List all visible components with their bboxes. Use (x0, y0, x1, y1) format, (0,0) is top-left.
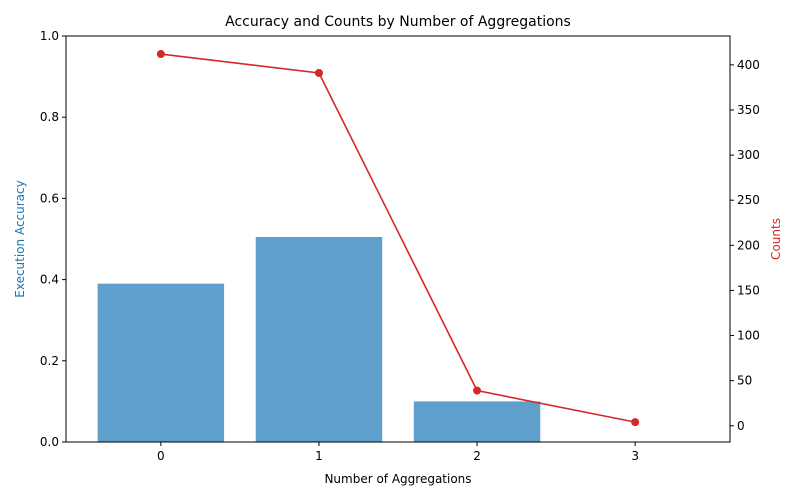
bar-0 (97, 283, 225, 442)
left-y-axis: 0.0 0.2 0.4 0.6 0.8 1.0 (40, 29, 66, 449)
counts-point-0 (156, 50, 165, 59)
counts-point-3 (631, 418, 640, 427)
x-tick-label: 0 (157, 449, 165, 463)
right-y-tick-label: 350 (737, 103, 760, 117)
right-y-tick-label: 150 (737, 283, 760, 297)
bar-2 (413, 401, 541, 442)
right-y-axis-label: Counts (769, 218, 783, 260)
x-axis: 0 1 2 3 (157, 442, 639, 463)
right-y-tick-label: 50 (737, 374, 752, 388)
right-y-tick-label: 100 (737, 329, 760, 343)
bar-1 (255, 236, 383, 442)
x-tick-label: 1 (315, 449, 323, 463)
counts-point-2 (473, 386, 482, 395)
chart-title: Accuracy and Counts by Number of Aggrega… (225, 14, 571, 30)
left-y-tick-label: 0.8 (40, 110, 59, 124)
right-y-axis: 0 50 100 150 200 250 300 350 400 (730, 58, 760, 433)
left-y-tick-label: 0.0 (40, 435, 59, 449)
line-series (156, 50, 640, 427)
left-y-tick-label: 0.4 (40, 273, 59, 287)
left-y-tick-label: 0.6 (40, 191, 59, 205)
plot-frame (65, 35, 731, 443)
counts-line (160, 53, 636, 423)
counts-point-1 (314, 68, 323, 77)
right-y-tick-label: 200 (737, 238, 760, 252)
right-y-tick-label: 400 (737, 58, 760, 72)
x-tick-label: 3 (631, 449, 639, 463)
x-tick-label: 2 (473, 449, 481, 463)
left-y-tick-label: 1.0 (40, 29, 59, 43)
right-y-tick-label: 0 (737, 419, 745, 433)
x-axis-label: Number of Aggregations (324, 472, 471, 486)
right-y-tick-label: 300 (737, 148, 760, 162)
left-y-axis-label: Execution Accuracy (13, 180, 27, 298)
right-y-tick-label: 250 (737, 193, 760, 207)
left-y-tick-label: 0.2 (40, 354, 59, 368)
bar-series (97, 236, 541, 442)
